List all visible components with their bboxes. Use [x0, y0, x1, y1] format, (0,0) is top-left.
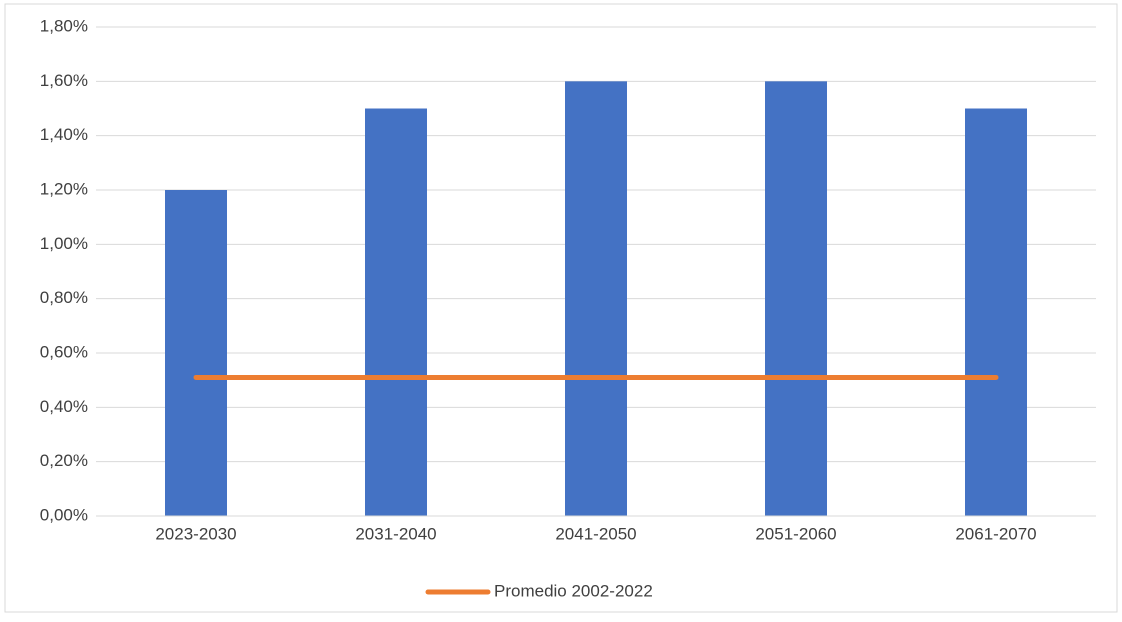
- x-tick-label: 2051-2060: [755, 524, 836, 543]
- legend-label: Promedio 2002-2022: [494, 581, 653, 600]
- y-tick-label: 1,40%: [40, 125, 88, 144]
- bar: [965, 108, 1027, 516]
- bar: [365, 108, 427, 516]
- bar: [765, 81, 827, 516]
- y-tick-label: 0,80%: [40, 288, 88, 307]
- x-tick-label: 2041-2050: [555, 524, 636, 543]
- x-tick-label: 2061-2070: [955, 524, 1036, 543]
- y-tick-label: 0,20%: [40, 451, 88, 470]
- bar: [565, 81, 627, 516]
- bar: [165, 190, 227, 516]
- y-tick-label: 0,00%: [40, 505, 88, 524]
- x-tick-label: 2031-2040: [355, 524, 436, 543]
- x-tick-label: 2023-2030: [155, 524, 236, 543]
- y-tick-label: 0,60%: [40, 342, 88, 361]
- y-tick-label: 0,40%: [40, 397, 88, 416]
- y-tick-label: 1,00%: [40, 234, 88, 253]
- y-tick-label: 1,80%: [40, 16, 88, 35]
- y-tick-label: 1,60%: [40, 71, 88, 90]
- y-tick-label: 1,20%: [40, 179, 88, 198]
